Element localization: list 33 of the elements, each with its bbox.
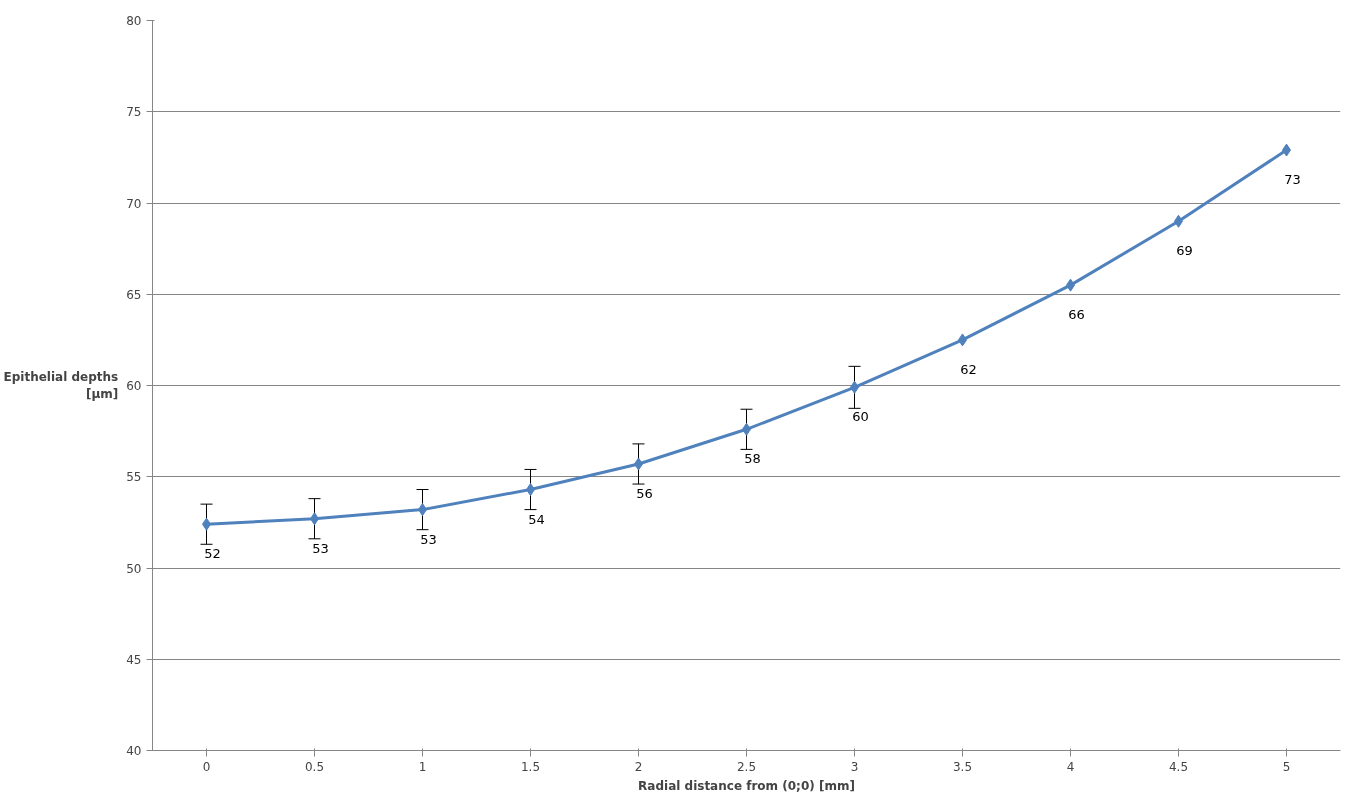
y-tick-label: 40 xyxy=(126,744,142,758)
y-tick-label: 75 xyxy=(126,105,142,120)
data-label: 73 xyxy=(1284,172,1301,188)
data-label: 52 xyxy=(204,546,221,562)
data-label: 60 xyxy=(852,409,869,425)
y-tick-label: 80 xyxy=(126,14,142,28)
y-axis-title: Epithelial depths [µm] xyxy=(3,370,119,401)
x-tick-label: 4.5 xyxy=(1168,759,1189,774)
x-tick-label: 3 xyxy=(850,759,859,774)
y-tick-label: 60 xyxy=(126,379,142,393)
x-tick-label: 2 xyxy=(634,759,643,774)
x-tick-label: 0.5 xyxy=(304,759,325,774)
x-tick-label: 0 xyxy=(202,759,211,774)
y-tick-label: 55 xyxy=(126,470,142,485)
y-tick-label: 45 xyxy=(126,652,142,667)
y-tick-label: 65 xyxy=(126,287,142,302)
data-label: 62 xyxy=(960,361,977,377)
data-label: 66 xyxy=(1068,307,1085,323)
data-label: 53 xyxy=(312,540,329,556)
data-label: 58 xyxy=(744,451,761,467)
data-label: 69 xyxy=(1176,243,1193,259)
x-tick-label: 3.5 xyxy=(952,759,973,774)
data-label: 54 xyxy=(528,511,545,527)
x-axis-title: Radial distance from (0;0) [mm] xyxy=(638,778,855,793)
data-label: 56 xyxy=(636,485,653,501)
x-tick-label: 4 xyxy=(1066,759,1075,774)
x-tick-label: 1.5 xyxy=(520,759,541,774)
y-tick-label: 70 xyxy=(126,196,142,211)
x-tick-label: 2.5 xyxy=(736,759,757,774)
data-label: 53 xyxy=(420,531,437,547)
x-tick-label: 1 xyxy=(418,759,427,774)
x-tick-label: 5 xyxy=(1282,759,1291,774)
y-tick-label: 50 xyxy=(126,561,142,576)
